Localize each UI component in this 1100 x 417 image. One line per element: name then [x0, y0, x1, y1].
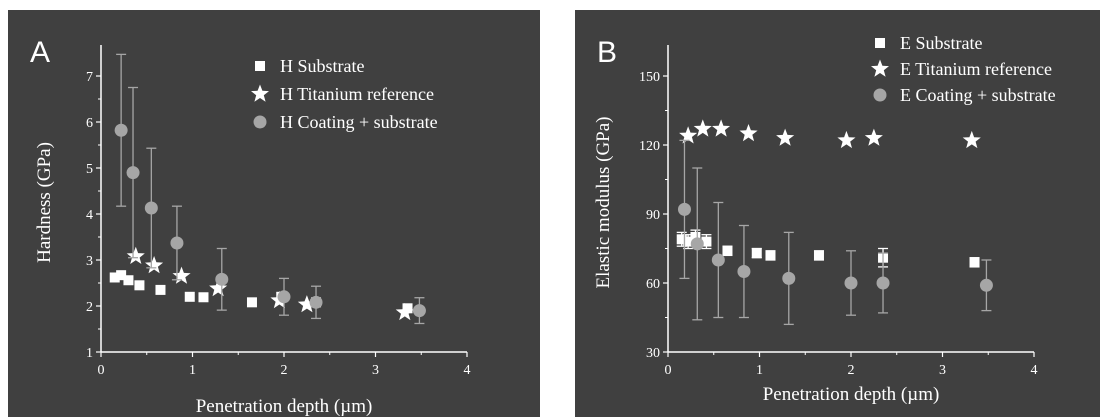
x-tick-label: 2 [281, 363, 288, 378]
x-tick-label: 4 [1031, 363, 1038, 378]
data-point-square [676, 234, 687, 245]
series-square [109, 270, 413, 314]
x-tick-label: 0 [98, 363, 105, 378]
legend-label: E Coating + substrate [900, 85, 1056, 105]
series-circle [677, 139, 993, 326]
legend-marker-circle [873, 88, 887, 102]
data-point-square [134, 280, 145, 291]
x-tick-label: 4 [464, 363, 471, 378]
data-point-circle [114, 123, 128, 137]
x-tick-label: 3 [372, 363, 379, 378]
data-point-square [116, 270, 127, 281]
series-star [126, 246, 414, 321]
legend-marker-star [251, 84, 269, 102]
data-point-square [155, 284, 166, 295]
series-star [679, 119, 981, 149]
data-point-square [765, 250, 776, 261]
y-tick-label: 5 [86, 162, 93, 177]
x-axis-label: Penetration depth (µm) [196, 396, 373, 417]
data-point-star [172, 266, 191, 284]
data-point-square [246, 297, 257, 308]
data-point-square [813, 250, 824, 261]
x-axis-label: Penetration depth (µm) [763, 384, 940, 405]
data-point-circle [215, 272, 229, 286]
data-point-circle [979, 278, 993, 292]
data-point-star [126, 246, 145, 264]
data-point-circle [170, 236, 184, 250]
legend-label: E Titanium reference [900, 59, 1052, 79]
x-tick-label: 1 [189, 363, 196, 378]
data-point-square [109, 272, 120, 283]
data-point-circle [144, 201, 158, 215]
legend-marker-square [875, 38, 885, 48]
y-tick-label: 1 [86, 346, 93, 361]
data-point-circle [126, 166, 140, 180]
y-tick-label: 2 [86, 300, 93, 315]
data-point-star [297, 295, 316, 313]
data-point-star [395, 302, 414, 321]
data-point-circle [737, 265, 751, 278]
legend-label: H Coating + substrate [280, 112, 438, 132]
data-point-circle [711, 253, 725, 267]
data-point-square [969, 257, 980, 268]
legend-label: H Titanium reference [280, 84, 434, 104]
y-axis-label: Elastic modulus (GPa) [593, 116, 614, 288]
y-tick-label: 30 [646, 346, 660, 361]
x-tick-label: 3 [939, 363, 946, 378]
data-point-star [145, 256, 164, 274]
data-point-star [837, 130, 856, 149]
data-point-square [184, 291, 195, 302]
legend-label: H Substrate [280, 56, 365, 76]
panel-label: A [30, 36, 50, 69]
data-point-square [198, 292, 209, 303]
data-point-star [739, 124, 758, 142]
y-tick-label: 120 [639, 139, 660, 154]
y-tick-label: 4 [86, 208, 93, 223]
x-tick-label: 0 [665, 363, 672, 378]
legend-marker-star [871, 59, 889, 77]
data-point-star [776, 128, 795, 146]
data-point-square [722, 245, 733, 256]
data-point-square [123, 275, 134, 286]
legend-marker-square [255, 61, 265, 71]
elastic-modulus-chart-panel: B 0 1 2 3 4 30 60 90 120 150 Penetration depth (µm)… [575, 10, 1100, 417]
data-point-circle [876, 276, 890, 290]
y-tick-label: 90 [646, 208, 660, 223]
data-point-circle [844, 276, 858, 290]
data-point-star [712, 119, 731, 137]
data-point-circle [412, 304, 426, 318]
y-tick-label: 150 [639, 70, 660, 85]
data-point-square [683, 236, 694, 247]
data-point-square [701, 236, 712, 247]
series-circle [114, 53, 426, 325]
x-tick-label: 1 [756, 363, 763, 378]
y-axis-label: Hardness (GPa) [34, 142, 55, 263]
data-point-square [690, 232, 701, 242]
y-tick-label: 7 [86, 70, 93, 85]
hardness-chart-panel: A 0 1 2 3 4 1 2 3 4 5 6 7 Penetration depth (µm) Hardn… [8, 10, 540, 417]
data-point-circle [309, 295, 323, 309]
y-tick-label: 6 [86, 116, 93, 131]
y-tick-label: 3 [86, 254, 93, 269]
data-point-circle [690, 237, 704, 251]
data-point-square [751, 248, 762, 259]
legend-label: E Substrate [900, 33, 983, 53]
elastic-modulus-chart: B 0 1 2 3 4 30 60 90 120 150 Penetration depth (µm)… [593, 33, 1056, 405]
data-point-circle [677, 202, 691, 216]
data-point-circle [277, 290, 291, 304]
data-point-star [679, 126, 698, 144]
data-point-square [402, 303, 413, 314]
legend-marker-circle [253, 115, 267, 129]
data-point-star [962, 130, 981, 149]
panel-label: B [597, 36, 617, 69]
data-point-circle [782, 271, 796, 285]
data-point-star [209, 279, 228, 297]
data-point-star [864, 128, 883, 146]
data-point-star [693, 119, 712, 137]
x-tick-label: 2 [848, 363, 855, 378]
y-tick-label: 60 [646, 277, 660, 292]
